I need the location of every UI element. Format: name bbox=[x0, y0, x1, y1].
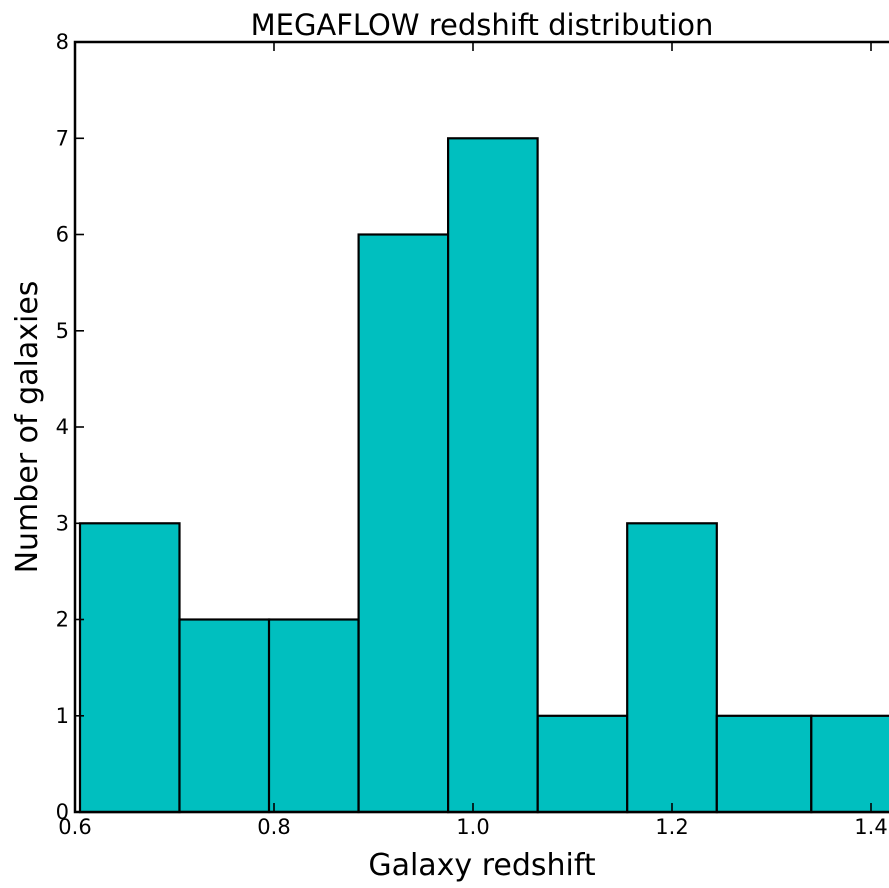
histogram-bar bbox=[78, 522, 181, 814]
x-tick-label: 1.2 bbox=[655, 815, 688, 839]
histogram-bar bbox=[810, 714, 889, 814]
y-axis-label: Number of galaxies bbox=[10, 281, 45, 574]
histogram-bar bbox=[267, 618, 360, 814]
y-tick-label: 3 bbox=[56, 511, 69, 535]
x-tick-label: 0.6 bbox=[58, 815, 91, 839]
y-tick-label: 1 bbox=[56, 704, 69, 728]
x-tick-label: 1.4 bbox=[854, 815, 887, 839]
y-tick-label: 0 bbox=[56, 800, 69, 824]
y-tick-label: 7 bbox=[56, 126, 69, 150]
histogram-bar bbox=[357, 233, 450, 814]
histogram-bar bbox=[178, 618, 271, 814]
x-tick-label: 0.8 bbox=[257, 815, 290, 839]
ticks-layer: 0 1 2 3 4 5 6 7 8 0.6 0.8 1.0 1.2 1.4 bbox=[56, 30, 888, 839]
x-tick-label: 1.0 bbox=[456, 815, 489, 839]
bars-layer bbox=[78, 137, 889, 814]
y-tick-label: 8 bbox=[56, 30, 69, 54]
histogram-bar bbox=[536, 714, 629, 814]
x-axis-label: Galaxy redshift bbox=[368, 848, 596, 883]
plot-frame bbox=[73, 40, 889, 814]
chart-title: MEGAFLOW redshift distribution bbox=[251, 8, 714, 42]
y-tick-label: 2 bbox=[56, 608, 69, 632]
histogram-bar bbox=[626, 522, 718, 814]
histogram-bar bbox=[715, 714, 813, 814]
histogram-bar bbox=[447, 137, 539, 814]
y-tick-label: 6 bbox=[56, 223, 69, 247]
y-tick-label: 5 bbox=[56, 319, 69, 343]
y-tick-label: 4 bbox=[56, 415, 69, 439]
